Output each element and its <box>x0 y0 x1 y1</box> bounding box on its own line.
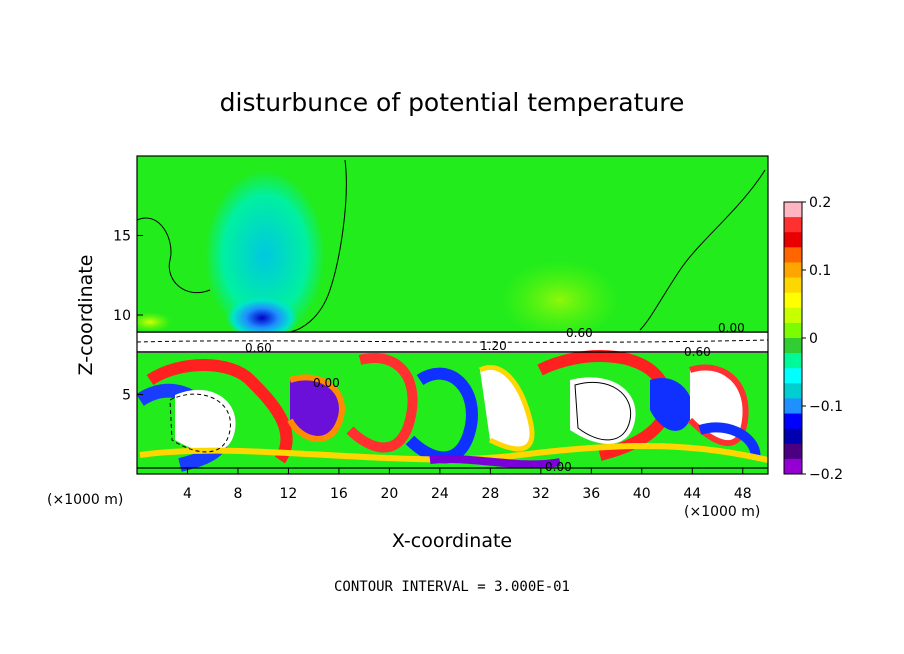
colorbar-swatch-12 <box>784 383 802 399</box>
x-tick-label-0: 4 <box>183 486 192 502</box>
colorbar-swatch-0 <box>784 202 802 218</box>
contour-label-3: 1.20 <box>480 339 507 353</box>
contour-interval-note: CONTOUR INTERVAL = 3.000E-01 <box>334 579 570 595</box>
colorbar-swatch-16 <box>784 443 802 460</box>
y-tick-label-0: 5 <box>122 388 131 404</box>
y-axis: 5 10 15 <box>113 229 143 404</box>
eddy-blue-4 <box>698 422 761 462</box>
x-tick-label-3: 16 <box>330 486 348 502</box>
y-tick-label-1: 10 <box>113 308 131 324</box>
eddy-white-1 <box>175 389 236 452</box>
eddy-white-3 <box>570 377 636 444</box>
contour-lower-1 <box>169 393 231 453</box>
blue-plume <box>226 296 298 340</box>
contour-label-4: 0.60 <box>566 326 593 340</box>
light-green-plume <box>500 260 620 340</box>
contour-label-1: 0.60 <box>245 341 272 355</box>
x-tick-label-11: 48 <box>734 486 752 502</box>
contour-label-5: 0.00 <box>718 321 745 335</box>
colorbar-swatch-13 <box>784 398 802 415</box>
colorbar-swatch-7 <box>784 307 802 324</box>
heatmap-field <box>137 156 768 474</box>
colorbar-tick-label-1: 0.1 <box>809 263 831 279</box>
colorbar-swatch-14 <box>784 413 802 430</box>
colorbar-tick-label-2: 0 <box>809 331 818 347</box>
x-tick-label-7: 32 <box>532 486 550 502</box>
colorbar-tick-label-4: −0.2 <box>809 467 843 483</box>
x-tick-label-6: 28 <box>481 486 499 502</box>
eddy-red-2 <box>346 353 418 453</box>
x-tick-label-9: 40 <box>633 486 651 502</box>
eddy-blue-2 <box>405 367 478 464</box>
contour-upper-mid <box>289 159 347 333</box>
colorbar-swatch-17 <box>784 458 802 475</box>
x-unit-left: (×1000 m) <box>47 492 123 508</box>
contour-upper-left <box>137 217 211 294</box>
yellow-spot <box>137 312 172 332</box>
contour-label-7: 0.00 <box>545 460 572 474</box>
eddy-magenta-2 <box>429 454 561 469</box>
colorbar-swatch-2 <box>784 232 802 248</box>
chart-title: disturbunce of potential temperature <box>220 88 685 117</box>
colorbar-swatch-9 <box>784 338 802 354</box>
contour-upper-right <box>639 169 766 331</box>
contour-inversion-mid <box>137 339 768 343</box>
y-axis-label: Z-coordinate <box>75 255 97 376</box>
eddy-red-1 <box>146 359 293 464</box>
x-tick-label-2: 12 <box>280 486 298 502</box>
colorbar-tick-label-3: −0.1 <box>809 399 843 415</box>
x-axis: 4 8 12 16 20 24 28 32 36 40 44 48 <box>183 468 752 502</box>
x-tick-label-10: 44 <box>683 486 701 502</box>
x-tick-label-4: 20 <box>380 486 398 502</box>
contour-lower-2 <box>574 381 632 441</box>
colorbar: 0.2 0.1 0 −0.1 −0.2 <box>783 195 843 483</box>
eddy-yellow-1 <box>139 442 768 463</box>
x-unit-right: (×1000 m) <box>684 504 760 520</box>
eddy-white-2 <box>478 365 535 452</box>
colorbar-swatch-1 <box>784 217 802 233</box>
x-axis-label: X-coordinate <box>392 530 512 552</box>
cyan-plume <box>205 170 325 340</box>
y-tick-label-2: 15 <box>113 229 131 245</box>
colorbar-tick-label-0: 0.2 <box>809 195 831 211</box>
contour-label-2: 0.00 <box>313 376 340 390</box>
eddy-magenta-1 <box>287 374 345 442</box>
colorbar-swatch-15 <box>784 428 802 445</box>
x-tick-label-1: 8 <box>233 486 242 502</box>
x-tick-label-5: 24 <box>431 486 449 502</box>
eddy-blue-3 <box>650 378 693 431</box>
colorbar-swatch-5 <box>784 277 802 294</box>
colorbar-swatch-10 <box>784 353 802 369</box>
x-tick-label-8: 36 <box>582 486 600 502</box>
colorbar-swatch-4 <box>784 262 802 279</box>
contour-labels: 0.60 0.00 1.20 0.60 0.00 0.60 0.00 <box>245 321 745 474</box>
colorbar-swatch-8 <box>784 322 802 339</box>
colorbar-swatch-3 <box>784 247 802 263</box>
colorbar-swatch-11 <box>784 368 802 384</box>
contour-label-6: 0.60 <box>684 345 711 359</box>
colorbar-swatch-6 <box>784 292 802 309</box>
